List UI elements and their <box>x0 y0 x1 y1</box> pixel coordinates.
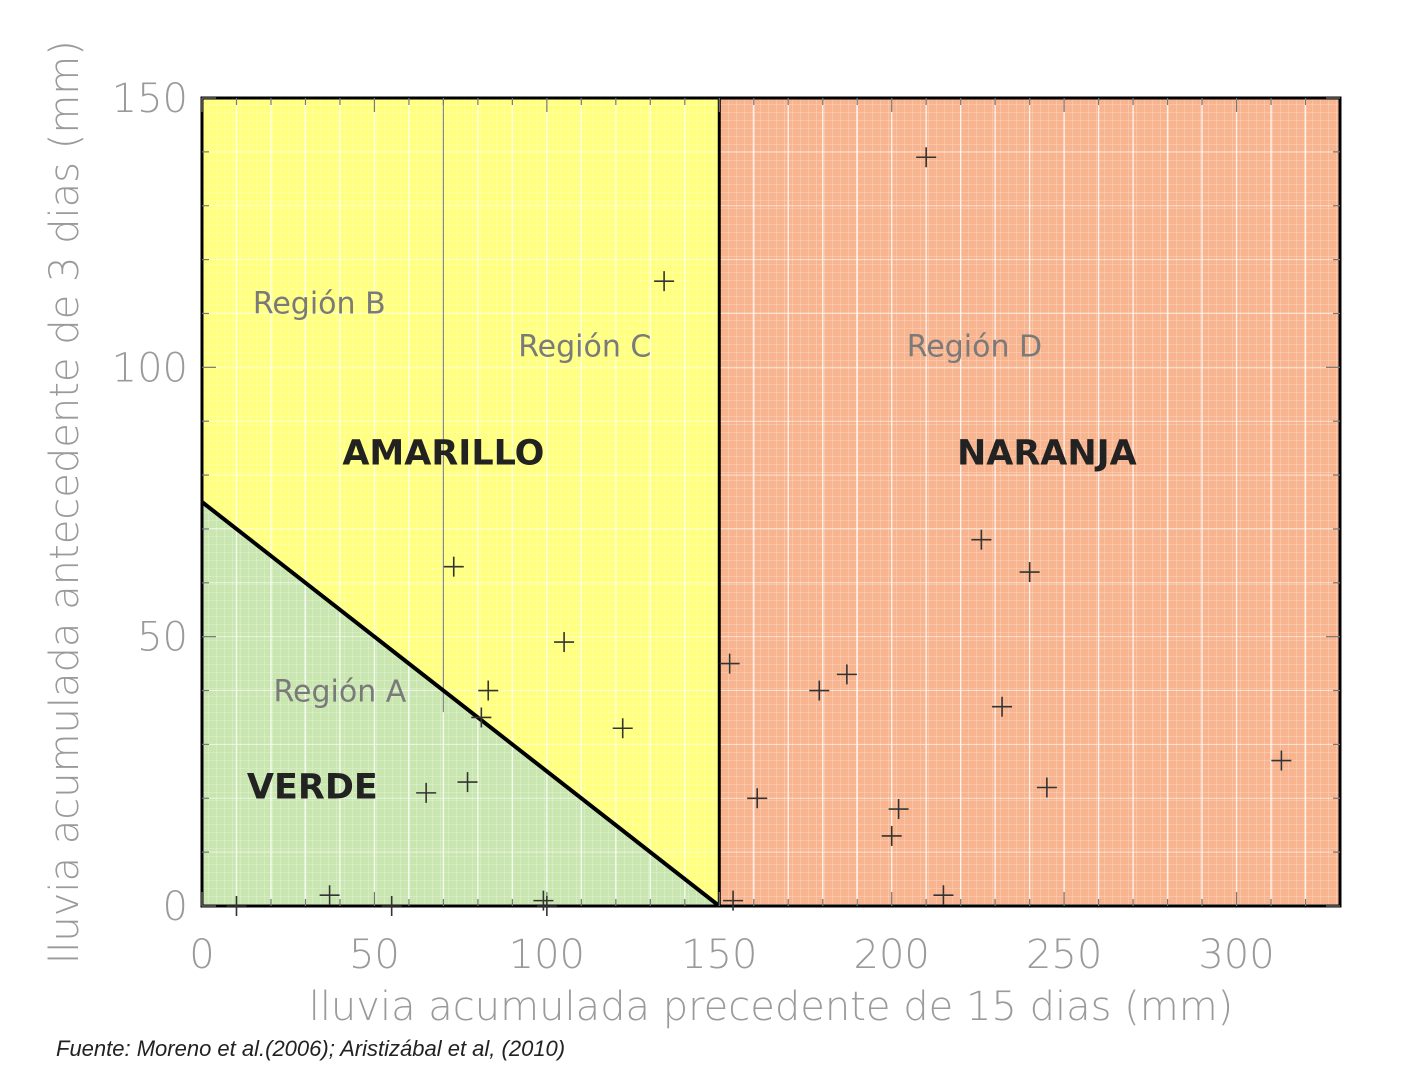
x-tick-label: 150 <box>681 932 757 978</box>
axis-ticks: 0 50 100 150 200 250 300 0 50 100 150 <box>112 76 1340 978</box>
data-point <box>1036 777 1057 798</box>
zone-label: NARANJA <box>957 433 1137 473</box>
x-tick-label: 300 <box>1198 932 1274 978</box>
y-axis-title: lluvia acumulada antecedente de 3 dias (… <box>42 40 88 964</box>
data-point <box>554 632 575 653</box>
zone-label: AMARILLO <box>342 433 544 473</box>
annotations: Región A Región B Región C Región D VERDE AMA… <box>247 286 1137 807</box>
data-point <box>226 896 247 916</box>
data-points <box>226 147 1292 916</box>
x-tick-label: 0 <box>189 932 214 978</box>
data-point <box>719 653 740 674</box>
data-point <box>992 696 1013 717</box>
data-point <box>457 772 478 793</box>
data-point <box>536 896 557 916</box>
data-point <box>836 664 857 685</box>
threshold-line <box>200 500 721 908</box>
data-point <box>971 529 992 550</box>
data-point <box>881 825 902 846</box>
x-tick-label: 50 <box>349 932 400 978</box>
data-point <box>654 271 675 292</box>
region-label: Región C <box>518 330 651 365</box>
source-caption: Fuente: Moreno et al.(2006); Aristizábal… <box>56 1036 566 1061</box>
zone-label: VERDE <box>247 767 378 807</box>
data-point <box>809 680 830 701</box>
x-tick-label: 250 <box>1026 932 1102 978</box>
grid-texture <box>202 98 1340 906</box>
data-point <box>1271 750 1292 771</box>
x-axis-title: lluvia acumulada precedente de 15 dias (… <box>309 984 1234 1030</box>
region-label: Región B <box>253 286 386 321</box>
data-point <box>478 680 499 701</box>
data-point <box>319 885 340 906</box>
y-tick-label: 150 <box>112 76 188 122</box>
data-point <box>381 896 402 916</box>
x-tick-label: 100 <box>509 932 585 978</box>
plot-frame <box>200 96 1342 908</box>
data-point <box>443 556 464 577</box>
data-point <box>747 788 768 809</box>
x-tick-label: 200 <box>854 932 930 978</box>
y-tick-label: 50 <box>137 615 188 661</box>
data-point <box>933 885 954 906</box>
data-point <box>723 890 744 911</box>
region-label: Región D <box>907 330 1042 365</box>
y-tick-label: 0 <box>163 884 188 930</box>
data-point <box>612 718 633 739</box>
region-label: Región A <box>274 674 407 709</box>
data-point <box>471 707 492 728</box>
data-point <box>416 782 437 803</box>
data-point <box>888 799 909 820</box>
data-point <box>533 890 554 911</box>
divider-lines <box>200 96 1342 908</box>
data-point <box>1019 562 1040 583</box>
y-tick-label: 100 <box>112 345 188 391</box>
data-point <box>916 147 937 168</box>
